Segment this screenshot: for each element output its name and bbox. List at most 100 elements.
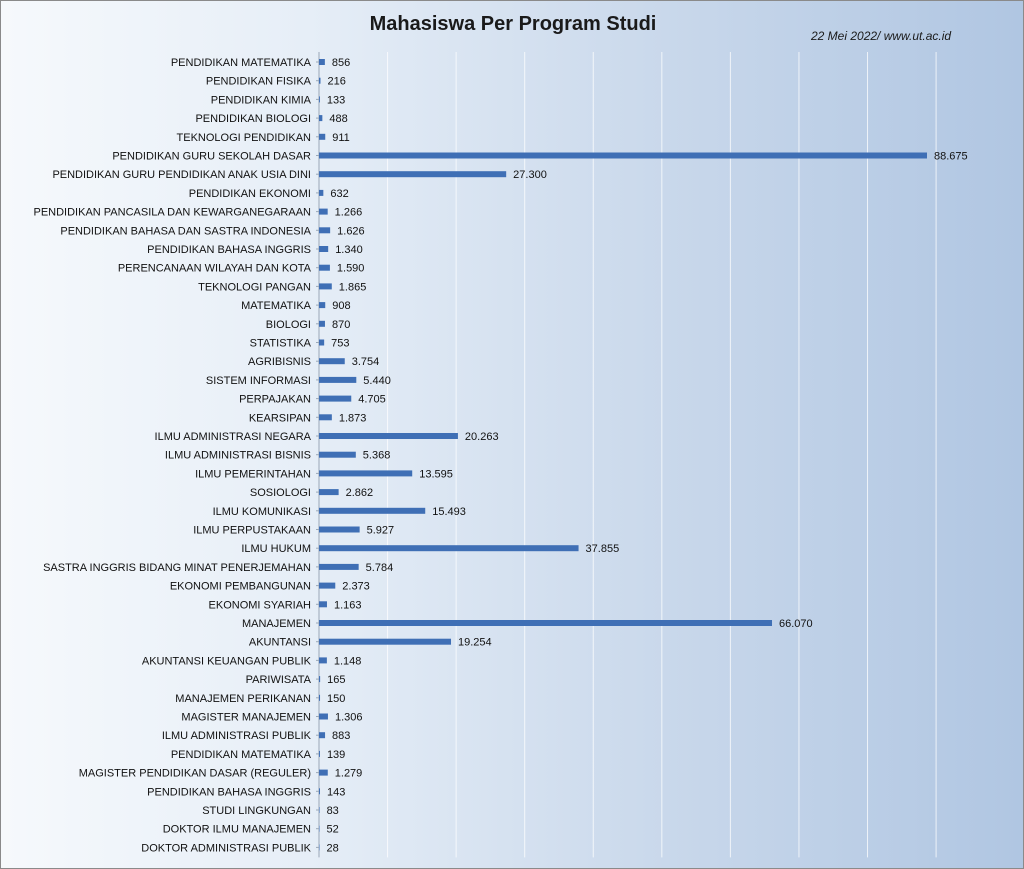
value-label: 66.070: [779, 618, 813, 630]
value-label: 216: [327, 76, 345, 88]
category-label: MAGISTER MANAJEMEN: [181, 712, 311, 724]
bar: [319, 451, 356, 458]
category-label: BIOLOGI: [266, 319, 311, 331]
value-label: 13.595: [419, 468, 453, 480]
bar: [319, 208, 328, 215]
bar: [319, 283, 332, 290]
value-label: 2.862: [346, 487, 374, 499]
bar: [319, 77, 321, 84]
bar: [319, 320, 325, 327]
bar: [319, 638, 452, 645]
value-label: 4.705: [358, 394, 386, 406]
value-label: 5.784: [366, 562, 394, 574]
value-label: 911: [332, 132, 350, 144]
category-label: STATISTIKA: [250, 338, 312, 350]
value-label: 37.855: [586, 543, 620, 555]
category-label: MANAJEMEN: [242, 618, 311, 630]
value-label: 27.300: [513, 169, 547, 181]
bar: [319, 227, 331, 234]
value-label: 1.865: [339, 281, 367, 293]
category-label: ILMU ADMINISTRASI BISNIS: [165, 450, 311, 462]
category-label: AKUNTANSI KEUANGAN PUBLIK: [142, 655, 312, 667]
bar: [319, 844, 320, 851]
value-label: 908: [332, 300, 350, 312]
value-label: 1.163: [334, 599, 362, 611]
bar: [319, 264, 330, 271]
category-label: PENDIDIKAN BIOLOGI: [195, 113, 311, 125]
bar: [319, 489, 339, 496]
category-label: PENDIDIKAN MATEMATIKA: [171, 749, 312, 761]
bar: [319, 694, 321, 701]
category-label: ILMU PERPUSTAKAAN: [193, 525, 311, 537]
category-label: PENDIDIKAN FISIKA: [206, 76, 312, 88]
bar: [319, 769, 328, 776]
category-label: EKONOMI SYARIAH: [209, 599, 312, 611]
bar: [319, 713, 328, 720]
bar: [319, 563, 359, 570]
bar: [319, 750, 320, 757]
bar: [319, 507, 426, 514]
value-label: 1.590: [337, 263, 365, 275]
category-label: EKONOMI PEMBANGUNAN: [170, 581, 311, 593]
category-label: TEKNOLOGI PENDIDIKAN: [177, 132, 312, 144]
category-label: SOSIOLOGI: [250, 487, 311, 499]
bar: [319, 189, 324, 196]
bar: [319, 59, 325, 65]
category-label: PENDIDIKAN PANCASILA DAN KEWARGANEGARAAN: [33, 207, 311, 219]
category-label: PENDIDIKAN GURU SEKOLAH DASAR: [112, 151, 311, 163]
bar: [319, 825, 320, 832]
category-label: MANAJEMEN PERIKANAN: [175, 693, 311, 705]
bar: [319, 526, 360, 533]
category-label: TEKNOLOGI PANGAN: [198, 281, 311, 293]
value-label: 28: [327, 842, 339, 854]
category-label: PENDIDIKAN EKONOMI: [189, 188, 311, 200]
value-label: 165: [327, 674, 345, 686]
category-label: ILMU ADMINISTRASI NEGARA: [155, 431, 312, 443]
category-label: SISTEM INFORMASI: [206, 375, 311, 387]
category-label: ILMU KOMUNIKASI: [213, 506, 311, 518]
value-label: 1.340: [335, 244, 363, 256]
value-label: 139: [327, 749, 345, 761]
category-label: DOKTOR ADMINISTRASI PUBLIK: [141, 842, 311, 854]
bar: [319, 620, 773, 626]
value-label: 1.148: [334, 655, 362, 667]
bar: [319, 414, 332, 421]
value-label: 15.493: [432, 506, 466, 518]
bar: [319, 395, 352, 402]
value-label: 150: [327, 693, 345, 705]
bar: [319, 807, 320, 813]
bar: [319, 171, 507, 178]
value-label: 632: [330, 188, 348, 200]
value-label: 88.675: [934, 151, 968, 163]
category-label: PENDIDIKAN MATEMATIKA: [171, 57, 312, 69]
bar: [319, 96, 320, 103]
category-label: PARIWISATA: [246, 674, 312, 686]
category-label: DOKTOR ILMU MANAJEMEN: [163, 824, 311, 836]
category-label: MAGISTER PENDIDIKAN DASAR (REGULER): [79, 768, 311, 780]
value-label: 5.368: [363, 450, 391, 462]
bar: [319, 676, 321, 683]
bar: [319, 376, 357, 383]
bar: [319, 657, 327, 664]
category-label: PERENCANAAN WILAYAH DAN KOTA: [118, 263, 312, 275]
value-label: 1.279: [335, 768, 363, 780]
value-label: 19.254: [458, 637, 492, 649]
bar: [319, 788, 320, 795]
value-label: 753: [331, 338, 349, 350]
value-label: 20.263: [465, 431, 499, 443]
value-label: 870: [332, 319, 350, 331]
bar: [319, 358, 345, 365]
category-label: AGRIBISNIS: [248, 356, 311, 368]
value-label: 52: [327, 824, 339, 836]
category-label: PENDIDIKAN BAHASA INGGRIS: [147, 786, 311, 798]
category-label: STUDI LINGKUNGAN: [202, 805, 311, 817]
value-label: 883: [332, 730, 350, 742]
value-label: 83: [327, 805, 339, 817]
value-label: 5.927: [367, 525, 395, 537]
value-label: 133: [327, 94, 345, 106]
value-label: 488: [329, 113, 347, 125]
bar: [319, 246, 329, 252]
value-label: 143: [327, 786, 345, 798]
